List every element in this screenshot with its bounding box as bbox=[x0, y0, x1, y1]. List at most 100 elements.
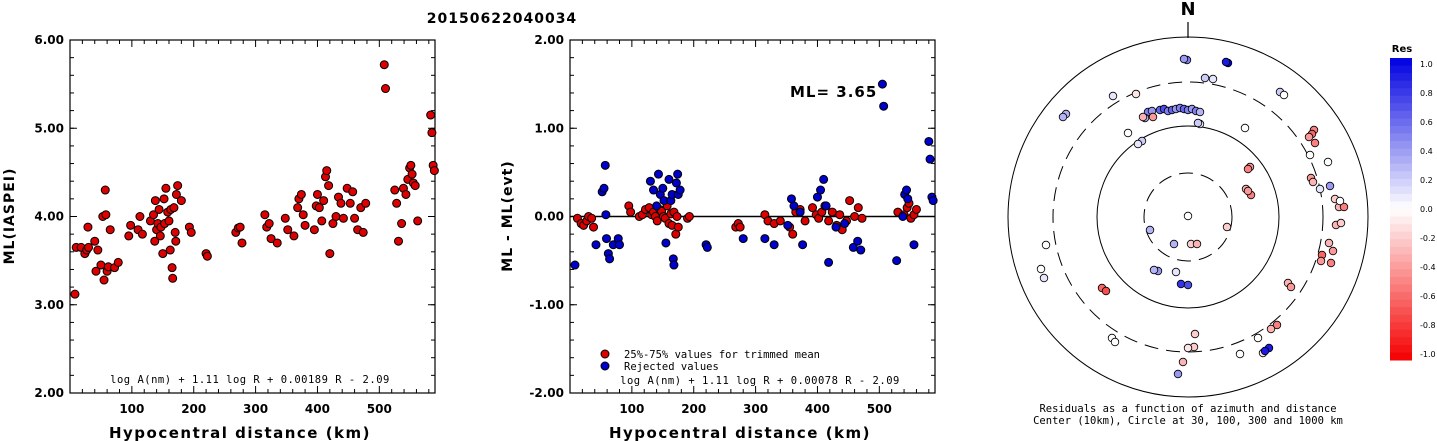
data-point bbox=[877, 79, 887, 89]
data-point bbox=[827, 207, 837, 217]
data-point bbox=[124, 231, 134, 241]
data-point bbox=[591, 240, 601, 250]
station-residual-marker bbox=[1145, 225, 1155, 235]
data-point bbox=[171, 189, 181, 199]
data-point bbox=[795, 207, 805, 217]
station-residual-marker bbox=[1058, 112, 1068, 122]
colorbar-band bbox=[1390, 269, 1412, 278]
data-point bbox=[317, 216, 327, 226]
colorbar-band bbox=[1390, 141, 1412, 150]
y-axis-label: ML - ML(evt) bbox=[500, 160, 516, 271]
ml-vs-distance-panel: 100 200 300 400 500 2.00 3.00 4.00 5.00 6.00 log … bbox=[2, 33, 439, 441]
data-point bbox=[264, 219, 274, 229]
x-tick-label: 400 bbox=[305, 402, 330, 416]
station-residual-marker bbox=[1101, 286, 1111, 296]
colorbar-band bbox=[1390, 58, 1412, 67]
station-residual-marker bbox=[1171, 267, 1181, 277]
data-point bbox=[840, 219, 850, 229]
data-points bbox=[70, 60, 439, 299]
data-point bbox=[775, 216, 785, 226]
data-point bbox=[684, 212, 694, 221]
data-point bbox=[735, 222, 745, 232]
y-tick-label: -2.00 bbox=[529, 386, 564, 400]
data-point bbox=[150, 236, 160, 246]
data-point bbox=[296, 189, 306, 199]
station-residual-marker bbox=[1178, 357, 1188, 367]
data-point bbox=[361, 198, 371, 208]
data-point bbox=[401, 189, 411, 199]
data-point bbox=[266, 234, 276, 244]
y-tick-label: 5.00 bbox=[34, 121, 64, 135]
colorbar-band bbox=[1390, 224, 1412, 233]
x-tick-label: 500 bbox=[367, 402, 392, 416]
data-point bbox=[397, 219, 407, 229]
data-point bbox=[853, 236, 863, 246]
data-point bbox=[824, 257, 834, 267]
residual-colorbar: Res 1.0 0.8 0.6 0.4 0.2 0.0 -0.2 -0.4 -0.6 -0.8 -1… bbox=[1390, 44, 1436, 361]
colorbar-band bbox=[1390, 231, 1412, 240]
data-point bbox=[283, 225, 293, 235]
data-point bbox=[909, 240, 919, 250]
x-axis-label: Hypocentral distance (km) bbox=[109, 424, 371, 441]
colorbar-tick-label: -0.2 bbox=[1420, 234, 1436, 243]
colorbar-tick-label: -0.4 bbox=[1420, 263, 1436, 272]
data-point bbox=[671, 178, 681, 188]
ml-residual-panel: 100 200 300 400 500 -2.00 -1.00 0.00 1.00 2.00 ML… bbox=[500, 33, 938, 441]
colorbar-band bbox=[1390, 352, 1412, 361]
legend-label-rejected: Rejected values bbox=[624, 361, 719, 373]
data-point bbox=[614, 240, 624, 250]
colorbar-tick-label: 1.0 bbox=[1420, 60, 1433, 69]
data-point bbox=[664, 174, 674, 184]
data-point bbox=[649, 185, 659, 195]
colorbar-tick-label: -0.6 bbox=[1420, 292, 1436, 301]
data-point bbox=[407, 169, 417, 179]
x-tick-label: 300 bbox=[243, 402, 268, 416]
data-point bbox=[821, 201, 831, 211]
data-point bbox=[892, 256, 902, 266]
colorbar-band bbox=[1390, 178, 1412, 187]
data-point bbox=[159, 194, 169, 204]
data-point bbox=[426, 110, 436, 120]
data-point bbox=[319, 196, 329, 206]
station-residual-marker bbox=[1279, 90, 1289, 100]
data-point bbox=[760, 234, 770, 244]
station-residual-marker bbox=[1108, 91, 1118, 101]
colorbar-band bbox=[1390, 254, 1412, 263]
data-point bbox=[331, 212, 341, 221]
station-residual-marker bbox=[1133, 139, 1143, 149]
data-point bbox=[83, 222, 93, 232]
colorbar-band bbox=[1390, 125, 1412, 134]
station-residual-marker bbox=[1266, 324, 1276, 334]
colorbar-title: Res bbox=[1392, 44, 1412, 55]
data-point bbox=[902, 185, 912, 195]
circle-30km bbox=[1143, 172, 1233, 262]
colorbar-tick-label: -0.8 bbox=[1420, 321, 1436, 330]
colorbar-tick-label: 0.0 bbox=[1420, 205, 1433, 214]
data-point bbox=[293, 203, 303, 213]
tick-marks bbox=[570, 39, 935, 394]
y-tick-label: -1.00 bbox=[529, 298, 564, 312]
data-point bbox=[171, 236, 181, 246]
y-axis-label: ML(IASPEI) bbox=[2, 168, 18, 265]
data-point bbox=[170, 227, 180, 237]
tick-labels: 100 200 300 400 500 -2.00 -1.00 0.00 1.00 2.00 bbox=[529, 33, 891, 416]
plot-frame bbox=[69, 39, 436, 394]
station-residual-marker bbox=[1323, 157, 1333, 167]
colorbar-tick-label: 0.2 bbox=[1420, 176, 1433, 185]
x-tick-label: 400 bbox=[805, 402, 830, 416]
data-point bbox=[99, 275, 109, 285]
data-point bbox=[410, 181, 420, 191]
data-point bbox=[856, 245, 866, 255]
station-residual-marker bbox=[1039, 273, 1049, 283]
colorbar-band bbox=[1390, 307, 1412, 316]
event-id-title: 20150622040034 bbox=[427, 11, 577, 27]
colorbar-band bbox=[1390, 284, 1412, 293]
station-residual-marker bbox=[1316, 256, 1326, 266]
colorbar-tick-label: 0.8 bbox=[1420, 89, 1433, 98]
data-point bbox=[165, 245, 175, 255]
data-point bbox=[925, 154, 935, 164]
colorbar-band bbox=[1390, 148, 1412, 157]
station-residual-marker bbox=[1310, 138, 1320, 148]
data-point bbox=[835, 210, 845, 220]
